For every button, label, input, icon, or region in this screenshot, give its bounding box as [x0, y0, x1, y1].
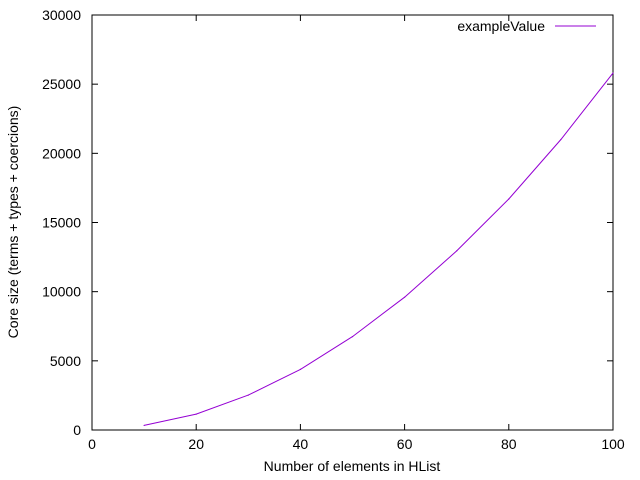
- data-point: [351, 336, 354, 338]
- data-point: [456, 250, 458, 252]
- data-point: [143, 424, 145, 427]
- data-point: [299, 368, 301, 371]
- y-tick-label: 15000: [42, 215, 81, 231]
- data-point: [404, 296, 406, 298]
- y-tick-label: 0: [73, 422, 81, 438]
- legend: exampleValue: [457, 18, 596, 34]
- y-axis-ticks: 0 5000 10000 15000 20000 25000 30000: [42, 7, 613, 438]
- plot-frame: [91, 14, 614, 431]
- y-tick-label: 5000: [50, 353, 81, 369]
- series-line-exampleValue: [143, 72, 614, 426]
- y-tick-label: 20000: [42, 145, 81, 161]
- y-axis-label: Core size (terms + types + coercions): [5, 106, 21, 339]
- data-point: [612, 72, 614, 74]
- x-tick-label: 80: [501, 436, 517, 452]
- data-point: [195, 413, 197, 415]
- y-tick-label: 30000: [42, 7, 81, 23]
- legend-label: exampleValue: [457, 18, 545, 34]
- x-axis-label: Number of elements in HList: [264, 458, 441, 474]
- x-tick-label: 100: [601, 436, 625, 452]
- x-tick-label: 20: [188, 436, 204, 452]
- data-point: [560, 138, 562, 141]
- x-tick-label: 60: [397, 436, 413, 452]
- data-point: [508, 198, 510, 200]
- y-tick-label: 25000: [42, 76, 81, 92]
- x-tick-label: 40: [293, 436, 309, 452]
- x-axis-ticks: 0 20 40 60 80 100: [88, 15, 625, 452]
- data-point: [247, 394, 249, 396]
- series-layer: [143, 72, 614, 427]
- x-tick-label: 0: [88, 436, 96, 452]
- y-tick-label: 10000: [42, 284, 81, 300]
